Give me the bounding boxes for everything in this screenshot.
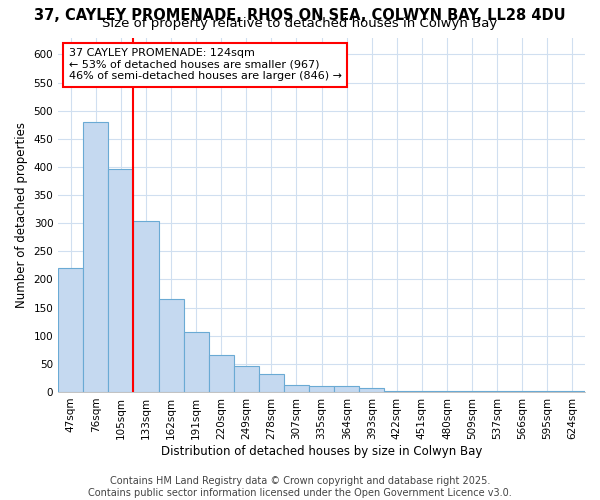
Text: Contains HM Land Registry data © Crown copyright and database right 2025.
Contai: Contains HM Land Registry data © Crown c… <box>88 476 512 498</box>
Bar <box>158 299 184 392</box>
Bar <box>109 169 133 392</box>
X-axis label: Distribution of detached houses by size in Colwyn Bay: Distribution of detached houses by size … <box>161 444 482 458</box>
Bar <box>334 386 359 392</box>
Bar <box>409 391 434 392</box>
Bar <box>83 122 109 392</box>
Bar <box>385 391 409 392</box>
Y-axis label: Number of detached properties: Number of detached properties <box>15 122 28 308</box>
Text: Size of property relative to detached houses in Colwyn Bay: Size of property relative to detached ho… <box>103 18 497 30</box>
Bar <box>309 386 334 392</box>
Bar <box>184 332 209 392</box>
Bar <box>259 374 284 392</box>
Bar <box>359 388 385 392</box>
Text: 37 CAYLEY PROMENADE: 124sqm
← 53% of detached houses are smaller (967)
46% of se: 37 CAYLEY PROMENADE: 124sqm ← 53% of det… <box>69 48 342 82</box>
Bar <box>209 356 234 392</box>
Bar <box>133 222 158 392</box>
Bar <box>58 268 83 392</box>
Bar <box>234 366 259 392</box>
Bar <box>284 385 309 392</box>
Text: 37, CAYLEY PROMENADE, RHOS ON SEA, COLWYN BAY, LL28 4DU: 37, CAYLEY PROMENADE, RHOS ON SEA, COLWY… <box>34 8 566 22</box>
